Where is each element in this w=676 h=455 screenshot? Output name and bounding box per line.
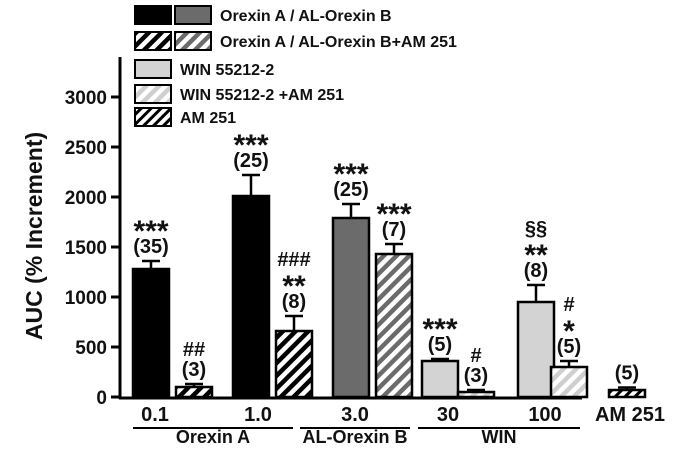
bar-6 [374, 242, 414, 399]
bars [131, 173, 647, 399]
x-axis-labels: 0.1 1.0 3.0 30 100 AM 251 Orexin A AL-Orexin B W… [133, 404, 665, 447]
legend-label: Orexin A / AL-Orexin B+AM 251 [220, 34, 457, 51]
legend-swatch [174, 5, 212, 25]
bar-rect [607, 388, 647, 399]
x-category-label: 30 [437, 404, 459, 426]
legend-entry-2: Orexin A / AL-Orexin B+AM 251 [134, 31, 457, 51]
bar-11 [607, 386, 647, 399]
n-label: (8) [524, 260, 548, 282]
significance-stars: ** [282, 270, 306, 303]
significance-stars: *** [422, 313, 457, 346]
y-tick-label: 2000 [65, 188, 107, 209]
legend-swatch [134, 59, 172, 79]
significance-mark: # [470, 345, 481, 367]
annotations: (35)***(3)##(25)***(8)**###(25)***(7)***… [133, 129, 639, 387]
bar-rect [231, 194, 271, 399]
n-label: (25) [333, 179, 369, 201]
bar-rect [274, 329, 314, 399]
significance-stars: *** [333, 158, 368, 191]
group-label: Orexin A [176, 427, 250, 447]
significance-mark: ## [183, 339, 205, 361]
n-label: (3) [464, 365, 488, 387]
x-category-label: AM 251 [595, 404, 665, 426]
y-tick-label: 1500 [65, 238, 107, 259]
legend-swatch [134, 31, 172, 51]
legend-label: WIN 55212-2 [180, 62, 274, 79]
n-label: (7) [382, 219, 406, 241]
bar-10 [549, 359, 589, 399]
legend-entry-1: Orexin A / AL-Orexin B [134, 5, 392, 25]
bar-3 [231, 173, 271, 399]
significance-mark: §§ [525, 218, 547, 240]
significance-mark: ### [277, 249, 310, 271]
y-tick-label: 3000 [65, 88, 107, 109]
n-label: (3) [182, 359, 206, 381]
bar-rect [174, 385, 214, 399]
bar-5 [331, 202, 371, 399]
y-axis-label: AUC (% Increment) [21, 132, 47, 340]
legend-entry-4: WIN 55212-2 +AM 251 [134, 84, 344, 104]
legend-entry-5: AM 251 [134, 107, 236, 127]
bar-rect [456, 390, 496, 399]
bar-1 [131, 259, 171, 399]
x-category-label: 0.1 [141, 404, 169, 426]
n-label: (5) [428, 334, 452, 356]
x-category-label: 3.0 [341, 404, 369, 426]
legend: Orexin A / AL-Orexin B Orexin A / AL-Orex… [134, 5, 457, 127]
bar-7 [420, 357, 460, 399]
legend-swatch [134, 84, 172, 104]
legend-label: AM 251 [180, 110, 236, 127]
bar-rect [420, 359, 460, 399]
n-label: (8) [282, 291, 306, 313]
significance-stars: * [563, 315, 575, 348]
significance-stars: *** [233, 129, 268, 162]
legend-label: Orexin A / AL-Orexin B [220, 8, 392, 25]
legend-entry-3: WIN 55212-2 [134, 59, 274, 79]
legend-swatch [134, 107, 172, 127]
bar-8 [456, 388, 496, 399]
significance-stars: *** [376, 198, 411, 231]
y-tick-label: 500 [75, 338, 107, 359]
y-tick-label: 1000 [65, 288, 107, 309]
significance-stars: ** [524, 239, 548, 272]
bar-9 [516, 283, 556, 399]
significance-stars: *** [133, 215, 168, 248]
bar-rect [516, 300, 556, 399]
y-tick-label: 2500 [65, 138, 107, 159]
bar-rect [549, 365, 589, 399]
n-label: (5) [557, 336, 581, 358]
bar-rect [331, 216, 371, 399]
bar-rect [131, 267, 171, 399]
axes: 0 500 1000 1500 2000 2500 3000 [65, 57, 582, 409]
legend-swatch [174, 31, 212, 51]
x-category-label: 100 [528, 404, 561, 426]
legend-swatch [134, 5, 172, 25]
bar-2 [174, 382, 214, 399]
legend-label: WIN 55212-2 +AM 251 [180, 87, 344, 104]
x-category-label: 1.0 [244, 404, 272, 426]
n-label: (5) [615, 363, 639, 385]
y-tick-label: 0 [96, 388, 107, 409]
n-label: (35) [133, 236, 169, 258]
group-label: WIN [482, 427, 517, 447]
group-label: AL-Orexin B [302, 427, 407, 447]
bar-rect [374, 252, 414, 399]
bar-4 [274, 314, 314, 399]
significance-mark: # [563, 294, 574, 316]
n-label: (25) [233, 150, 269, 172]
